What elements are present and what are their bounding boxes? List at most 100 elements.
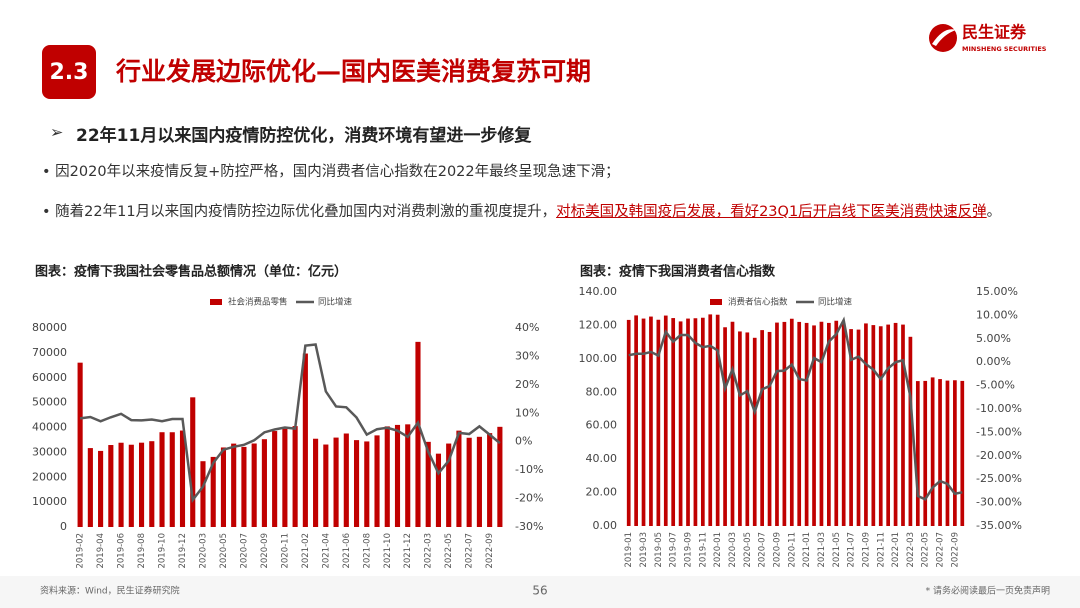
x-tick-label: 2020-07: [239, 533, 249, 569]
x-tick-label: 2022-01: [891, 532, 901, 568]
bar: [128, 444, 134, 527]
x-tick-label: 2019-06: [117, 533, 127, 569]
logo-cn: 民生证券: [962, 23, 1027, 42]
y2-tick-label: -20%: [515, 492, 543, 505]
logo-swoosh: [932, 29, 956, 46]
bar: [663, 315, 668, 526]
bar: [915, 381, 920, 526]
bar: [775, 322, 779, 526]
x-tick-label: 2021-09: [861, 532, 871, 568]
x-tick-label: 2019-08: [137, 533, 147, 569]
section-number: 2.3: [50, 60, 89, 85]
heading: 22年11月以来国内疫情防控优化，消费环境有望进一步修复: [76, 126, 532, 146]
line: [79, 343, 501, 504]
bar: [425, 441, 431, 527]
chart-title: 图表：疫情下我国消费者信心指数: [580, 264, 776, 280]
legend-label: 社会消费品零售: [228, 297, 288, 308]
x-tick-label: 2022-09: [485, 533, 495, 569]
bar: [693, 318, 698, 526]
bar: [364, 441, 370, 527]
y-tick-label: 0.00: [593, 519, 618, 532]
bar: [908, 336, 913, 526]
y2-tick-label: 10.00%: [976, 308, 1018, 321]
bar: [656, 319, 661, 526]
x-tick-label: 2021-11: [876, 532, 886, 568]
y-tick-label: 20000: [32, 470, 67, 483]
bar: [812, 325, 816, 526]
bar: [118, 442, 124, 527]
bar: [938, 379, 942, 526]
bar: [415, 341, 421, 527]
bar: [179, 430, 186, 527]
bar: [953, 380, 957, 526]
bar: [960, 380, 965, 526]
bar: [333, 437, 339, 527]
y2-tick-label: 0.00%: [976, 355, 1011, 368]
y-tick-label: 120.00: [579, 318, 618, 331]
x-tick-label: 2021-03: [817, 532, 827, 568]
x-tick-label: 2022-03: [906, 532, 916, 568]
bar: [159, 432, 165, 527]
x-tick-label: 2020-05: [219, 533, 229, 569]
y2-tick-label: -35.00%: [976, 519, 1022, 532]
bar: [834, 320, 839, 526]
y-tick-label: 10000: [32, 495, 67, 508]
bar: [849, 329, 853, 526]
x-tick-label: 2019-02: [76, 533, 86, 569]
bar: [220, 447, 227, 527]
bullet: • 随着22年11月以来国内疫情防控边际优化叠加国内对消费刺激的重视度提升，对标…: [42, 204, 1002, 220]
y-tick-label: 0: [60, 520, 67, 533]
bar: [149, 441, 155, 527]
y-tick-label: 60000: [32, 371, 67, 384]
bar: [686, 318, 690, 526]
y2-tick-label: 40%: [515, 321, 539, 334]
source: 资料来源：Wind，民生证券研究院: [40, 585, 180, 597]
bar: [353, 440, 360, 527]
x-tick-label: 2021-12: [403, 533, 413, 569]
bar: [374, 435, 380, 527]
y-tick-label: 70000: [32, 346, 67, 359]
y-tick-label: 50000: [32, 396, 67, 409]
x-tick-label: 2021-10: [383, 533, 393, 569]
x-tick-label: 2021-01: [802, 532, 812, 568]
x-tick-label: 2019-09: [684, 532, 694, 568]
bar: [190, 397, 196, 527]
x-tick-label: 2021-05: [832, 532, 842, 568]
bar: [871, 325, 876, 526]
bar: [634, 315, 638, 526]
bar: [405, 424, 411, 527]
bar: [435, 453, 442, 527]
x-tick-label: 2019-04: [96, 533, 106, 569]
legend-swatch: [710, 299, 722, 305]
legend-label: 消费者信心指数: [728, 297, 788, 308]
bar: [200, 461, 206, 527]
bar: [497, 426, 503, 527]
bar: [292, 426, 298, 527]
bar: [476, 436, 482, 527]
slide-title: 行业发展边际优化—国内医美消费复苏可期: [115, 57, 591, 86]
x-tick-label: 2020-09: [260, 533, 270, 569]
bar: [878, 326, 883, 526]
legend-label: 同比增速: [818, 297, 853, 308]
y2-tick-label: -15.00%: [976, 425, 1022, 438]
y2-tick-label: -10%: [515, 463, 543, 476]
bar: [261, 439, 267, 527]
bar: [819, 321, 824, 526]
x-tick-label: 2022-05: [921, 532, 931, 568]
y-tick-label: 60.00: [586, 419, 618, 432]
x-tick-label: 2019-05: [654, 532, 664, 568]
bar: [487, 433, 493, 527]
y-tick-label: 20.00: [586, 486, 618, 499]
y2-tick-label: 10%: [515, 406, 539, 419]
x-tick-label: 2020-01: [713, 532, 723, 568]
bar: [700, 317, 705, 526]
y2-tick-label: -20.00%: [976, 449, 1022, 462]
x-tick-label: 2022-05: [444, 533, 454, 569]
bar: [789, 318, 794, 526]
x-tick-label: 2020-03: [198, 533, 208, 569]
bar: [138, 442, 145, 527]
bar: [856, 329, 861, 526]
bar: [241, 446, 247, 527]
bar: [77, 362, 83, 527]
